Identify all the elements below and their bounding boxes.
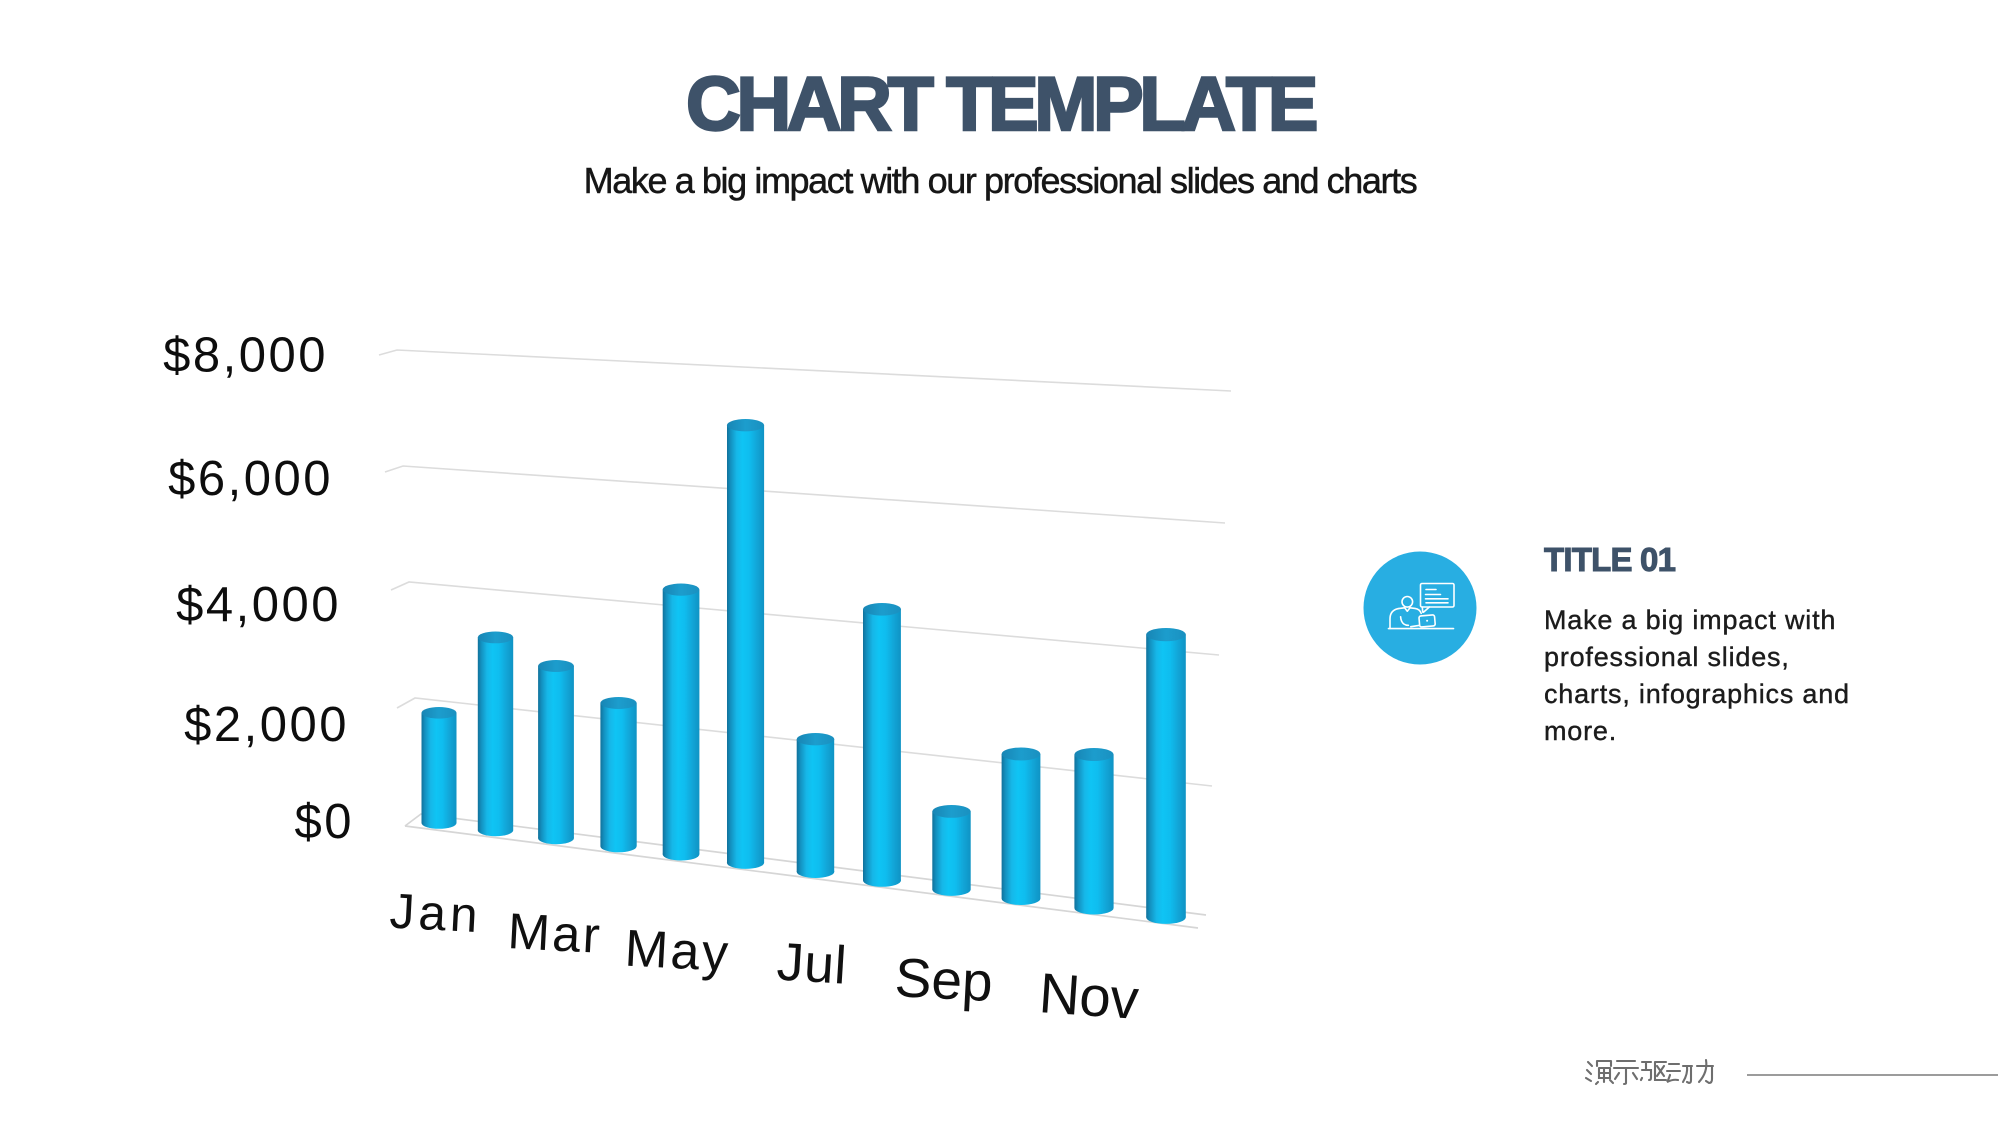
- svg-text:$0: $0: [294, 795, 354, 849]
- svg-text:$4,000: $4,000: [176, 578, 341, 632]
- svg-text:Jul: Jul: [775, 933, 848, 996]
- svg-text:Nov: Nov: [1037, 961, 1141, 1031]
- svg-text:$6,000: $6,000: [168, 452, 333, 506]
- svg-text:Mar: Mar: [506, 902, 603, 964]
- svg-text:$2,000: $2,000: [184, 698, 349, 752]
- svg-text:May: May: [623, 920, 732, 983]
- svg-text:$8,000: $8,000: [163, 329, 328, 383]
- svg-text:Sep: Sep: [893, 946, 994, 1013]
- svg-text:Jan: Jan: [388, 884, 483, 944]
